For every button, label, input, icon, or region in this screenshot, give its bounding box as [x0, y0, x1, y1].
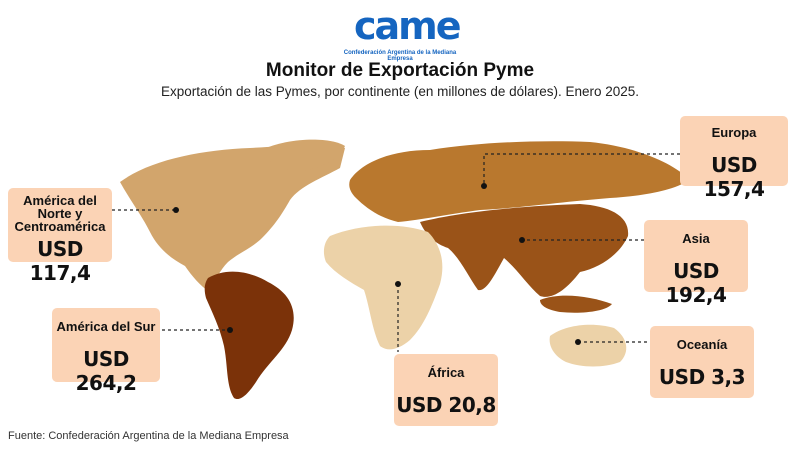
chart-subtitle: Exportación de las Pymes, por continente… — [160, 84, 640, 99]
logo-subtitle: Confederación Argentina de la Mediana Em… — [343, 50, 457, 62]
connector-lines — [112, 153, 680, 352]
label-africa: África USD 20,8 — [394, 354, 498, 426]
label-asia: Asia USD 192,4 — [644, 220, 748, 307]
connector-europa — [483, 153, 680, 186]
chart-title: Monitor de Exportación Pyme — [265, 60, 535, 81]
dot-europa — [481, 183, 487, 189]
region-europe — [349, 141, 690, 222]
region-oceania — [549, 324, 627, 367]
label-south-america-name: América del Sur — [56, 319, 156, 334]
label-south-america-value: USD 264,2 — [75, 347, 137, 395]
dot-asia — [519, 237, 525, 243]
label-asia-value: USD 192,4 — [665, 259, 727, 307]
connector-dots — [173, 183, 581, 345]
label-oceania-name: Oceanía — [676, 337, 728, 352]
came-logo: came Confederación Argentina de la Media… — [338, 4, 462, 62]
label-europa: Europa USD 157,4 — [680, 116, 788, 201]
region-south-america — [204, 271, 294, 400]
label-europa-name: Europa — [711, 125, 757, 140]
dot-oceania — [575, 339, 581, 345]
dot-africa — [395, 281, 401, 287]
region-north-america — [120, 144, 345, 292]
region-greenland — [262, 139, 345, 172]
label-europa-value: USD 157,4 — [703, 153, 765, 201]
label-asia-name: Asia — [682, 231, 710, 246]
logo-word: came — [354, 4, 462, 48]
label-north-america-value: USD 117,4 — [29, 237, 91, 285]
region-se-asia — [540, 295, 612, 313]
region-africa — [323, 225, 443, 350]
label-north-america-name: América del Norte y Centroamérica — [14, 193, 106, 234]
dot-south-america — [227, 327, 233, 333]
label-africa-name: África — [427, 365, 465, 380]
label-south-america: América del Sur USD 264,2 — [52, 308, 160, 395]
label-north-america: América del Norte y Centroamérica USD 11… — [8, 188, 112, 285]
source-note: Fuente: Confederación Argentina de la Me… — [8, 430, 289, 442]
label-oceania-value: USD 3,3 — [658, 365, 746, 389]
dot-north-america — [173, 207, 179, 213]
label-oceania: Oceanía USD 3,3 — [650, 326, 754, 398]
region-asia — [420, 204, 629, 297]
label-africa-value: USD 20,8 — [396, 393, 496, 417]
